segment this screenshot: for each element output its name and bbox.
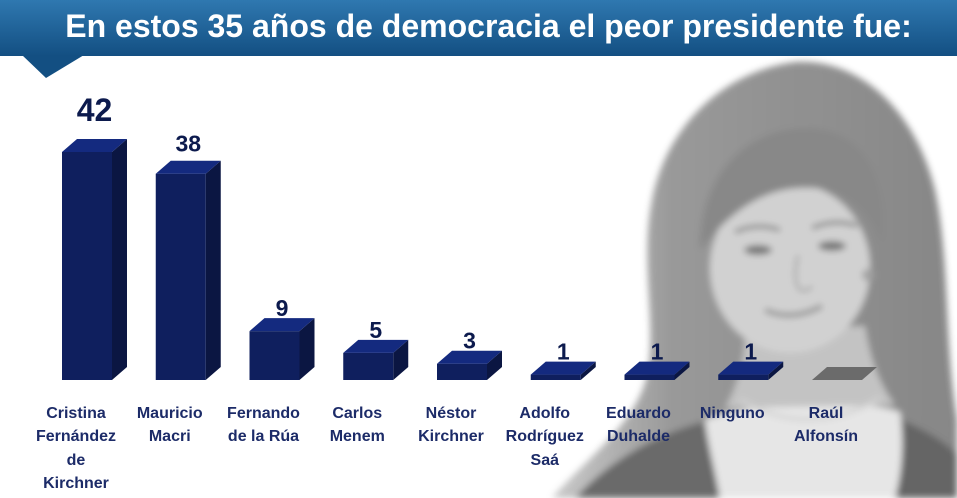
bar-2 xyxy=(155,160,221,380)
bar-front-face xyxy=(718,374,769,380)
bar-top-face xyxy=(624,361,690,375)
bar-3 xyxy=(249,318,315,380)
bar-top-face xyxy=(437,350,502,364)
bar-side-face xyxy=(768,361,784,380)
bar-front-face xyxy=(249,331,300,380)
value-label: 3 xyxy=(463,328,476,354)
value-label: 5 xyxy=(369,317,382,343)
bar-top-face xyxy=(62,139,127,152)
value-label: 9 xyxy=(276,295,289,321)
bar-8 xyxy=(718,361,784,380)
chart-title: En estos 35 años de democracia el peor p… xyxy=(65,8,912,44)
title-banner: En estos 35 años de democracia el peor p… xyxy=(0,0,957,56)
category-label: Cristina Fernández de Kirchner xyxy=(35,405,116,492)
value-label: 42 xyxy=(77,92,113,128)
bar-top-face xyxy=(812,367,877,380)
category-label: Carlos Menem xyxy=(329,405,385,446)
bar-side-face xyxy=(299,318,315,380)
bar-front-face xyxy=(155,173,206,380)
category-label: Mauricio Macri xyxy=(136,405,203,446)
category-label: Adolfo Rodríguez Saá xyxy=(505,405,584,469)
bar-side-face xyxy=(112,139,127,380)
bar-side-face xyxy=(487,350,502,380)
bar-1 xyxy=(62,139,127,380)
bar-9 xyxy=(812,367,877,380)
value-label: 1 xyxy=(557,339,570,365)
bar-front-face xyxy=(530,374,581,380)
bar-front-face xyxy=(343,352,394,380)
category-label: Raúl Alfonsín xyxy=(794,405,858,446)
value-label: 1 xyxy=(651,339,664,365)
bar-top-face xyxy=(343,339,409,353)
bar-side-face xyxy=(205,160,221,380)
category-label: Ninguno xyxy=(699,405,765,422)
category-label: Néstor Kirchner xyxy=(418,405,484,446)
bar-4 xyxy=(343,339,409,380)
bar-top-face xyxy=(530,361,596,375)
bar-side-face xyxy=(580,361,596,380)
category-label: Fernando de la Rúa xyxy=(227,405,300,446)
bar-front-face xyxy=(624,374,675,380)
bar-front-face xyxy=(437,363,487,380)
value-label: 38 xyxy=(175,131,201,157)
bar-side-face xyxy=(393,339,409,380)
bar-side-face xyxy=(674,361,690,380)
bar-6 xyxy=(530,361,596,380)
bar-top-face xyxy=(718,361,784,375)
bar-5 xyxy=(437,350,502,380)
bar-top-face xyxy=(155,160,221,174)
bar-7 xyxy=(624,361,690,380)
bar-top-face xyxy=(249,318,315,332)
bar-front-face xyxy=(62,152,112,380)
category-label: Eduardo Duhalde xyxy=(606,405,671,446)
value-label: 1 xyxy=(744,339,757,365)
